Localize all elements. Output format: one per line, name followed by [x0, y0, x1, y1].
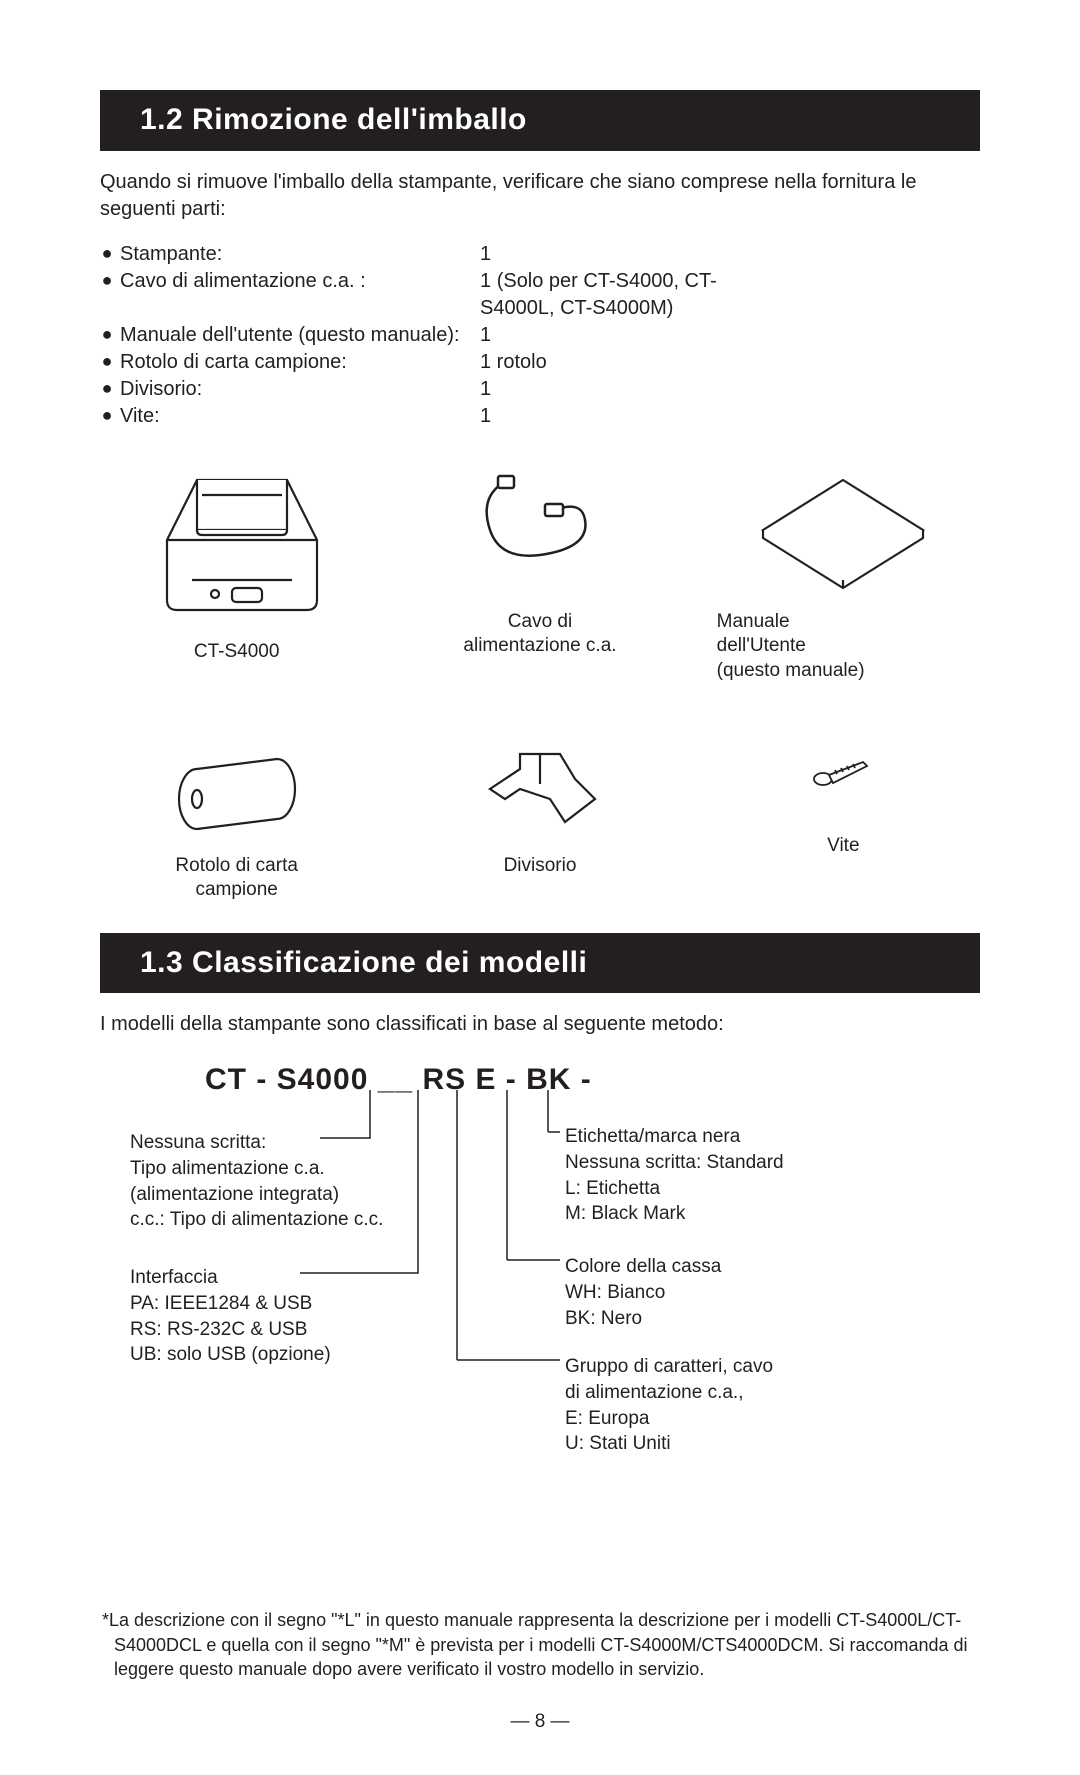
parts-label: Vite:	[120, 403, 480, 430]
callout-interface: InterfacciaPA: IEEE1284 & USBRS: RS-232C…	[130, 1265, 410, 1368]
parts-qty-value: 1	[480, 270, 491, 292]
parts-label: Stampante:	[120, 241, 480, 268]
callout-case-color: Colore della cassaWH: BiancoBK: Nero	[565, 1254, 885, 1331]
figure-caption: Manualedell'Utente(questo manuale)	[707, 610, 980, 684]
parts-label: Rotolo di carta campione:	[120, 349, 480, 376]
parts-row: ● Cavo di alimentazione c.a. : 1 (Solo p…	[100, 268, 980, 322]
bullet-icon: ●	[100, 241, 114, 265]
figure-caption: CT-S4000	[100, 640, 373, 665]
parts-list: ● Stampante: 1 ● Cavo di alimentazione c…	[100, 241, 980, 430]
section-1-2-intro: Quando si rimuove l'imballo della stampa…	[100, 169, 980, 223]
page-number: — 8 —	[100, 1709, 980, 1735]
bullet-icon: ●	[100, 268, 114, 292]
callout-charset: Gruppo di caratteri, cavodi alimentazion…	[565, 1354, 885, 1457]
parts-qty: 1	[480, 376, 780, 403]
figure-cable: Cavo dialimentazione c.a.	[403, 460, 676, 684]
cable-icon	[460, 460, 620, 600]
partition-icon	[465, 744, 615, 844]
parts-qty: 1	[480, 403, 780, 430]
section-1-3-intro: I modelli della stampante sono classific…	[100, 1011, 980, 1038]
model-classification-diagram: CT - S4000 __ RS E - BK - Nessuna scritt…	[100, 1060, 980, 1590]
bullet-icon: ●	[100, 322, 114, 346]
parts-row: ● Rotolo di carta campione: 1 rotolo	[100, 349, 980, 376]
figure-printer: CT-S4000	[100, 460, 373, 684]
figures-grid: CT-S4000 Cavo dialimentazione c.a. Manua…	[100, 460, 980, 903]
parts-label: Manuale dell'utente (questo manuale):	[120, 322, 480, 349]
parts-qty: 1	[480, 322, 780, 349]
paper-roll-icon	[157, 744, 317, 844]
parts-row: ● Manuale dell'utente (questo manuale): …	[100, 322, 980, 349]
figure-caption: Divisorio	[403, 854, 676, 879]
footnote: *La descrizione con il segno "*L" in que…	[100, 1608, 980, 1681]
bullet-icon: ●	[100, 376, 114, 400]
figure-manual: Manualedell'Utente(questo manuale)	[707, 460, 980, 684]
figure-caption: Vite	[707, 834, 980, 859]
parts-qty: 1 (Solo per CT-S4000, CT-S4000L, CT-S400…	[480, 268, 780, 322]
screw-icon	[793, 744, 893, 824]
parts-row: ● Vite: 1	[100, 403, 980, 430]
figure-partition: Divisorio	[403, 744, 676, 903]
callout-power-type: Nessuna scritta:Tipo alimentazione c.a.(…	[130, 1130, 410, 1233]
bullet-icon: ●	[100, 403, 114, 427]
parts-row: ● Divisorio: 1	[100, 376, 980, 403]
parts-row: ● Stampante: 1	[100, 241, 980, 268]
manual-icon	[743, 460, 943, 600]
figure-caption: Rotolo di cartacampione	[100, 854, 373, 903]
callout-label-mark: Etichetta/marca neraNessuna scritta: Sta…	[565, 1124, 885, 1227]
figure-screw: Vite	[707, 744, 980, 903]
section-heading-1-3: 1.3 Classificazione dei modelli	[100, 933, 980, 994]
figure-roll: Rotolo di cartacampione	[100, 744, 373, 903]
parts-qty: 1 rotolo	[480, 349, 780, 376]
parts-label: Cavo di alimentazione c.a. :	[120, 268, 480, 295]
parts-qty: 1	[480, 241, 780, 268]
parts-note: (Solo per CT-S4000, CT-S4000L, CT-S4000M…	[480, 270, 717, 319]
figure-caption: Cavo dialimentazione c.a.	[403, 610, 676, 659]
bullet-icon: ●	[100, 349, 114, 373]
section-heading-1-2: 1.2 Rimozione dell'imballo	[100, 90, 980, 151]
printer-icon	[137, 460, 337, 630]
parts-label: Divisorio:	[120, 376, 480, 403]
